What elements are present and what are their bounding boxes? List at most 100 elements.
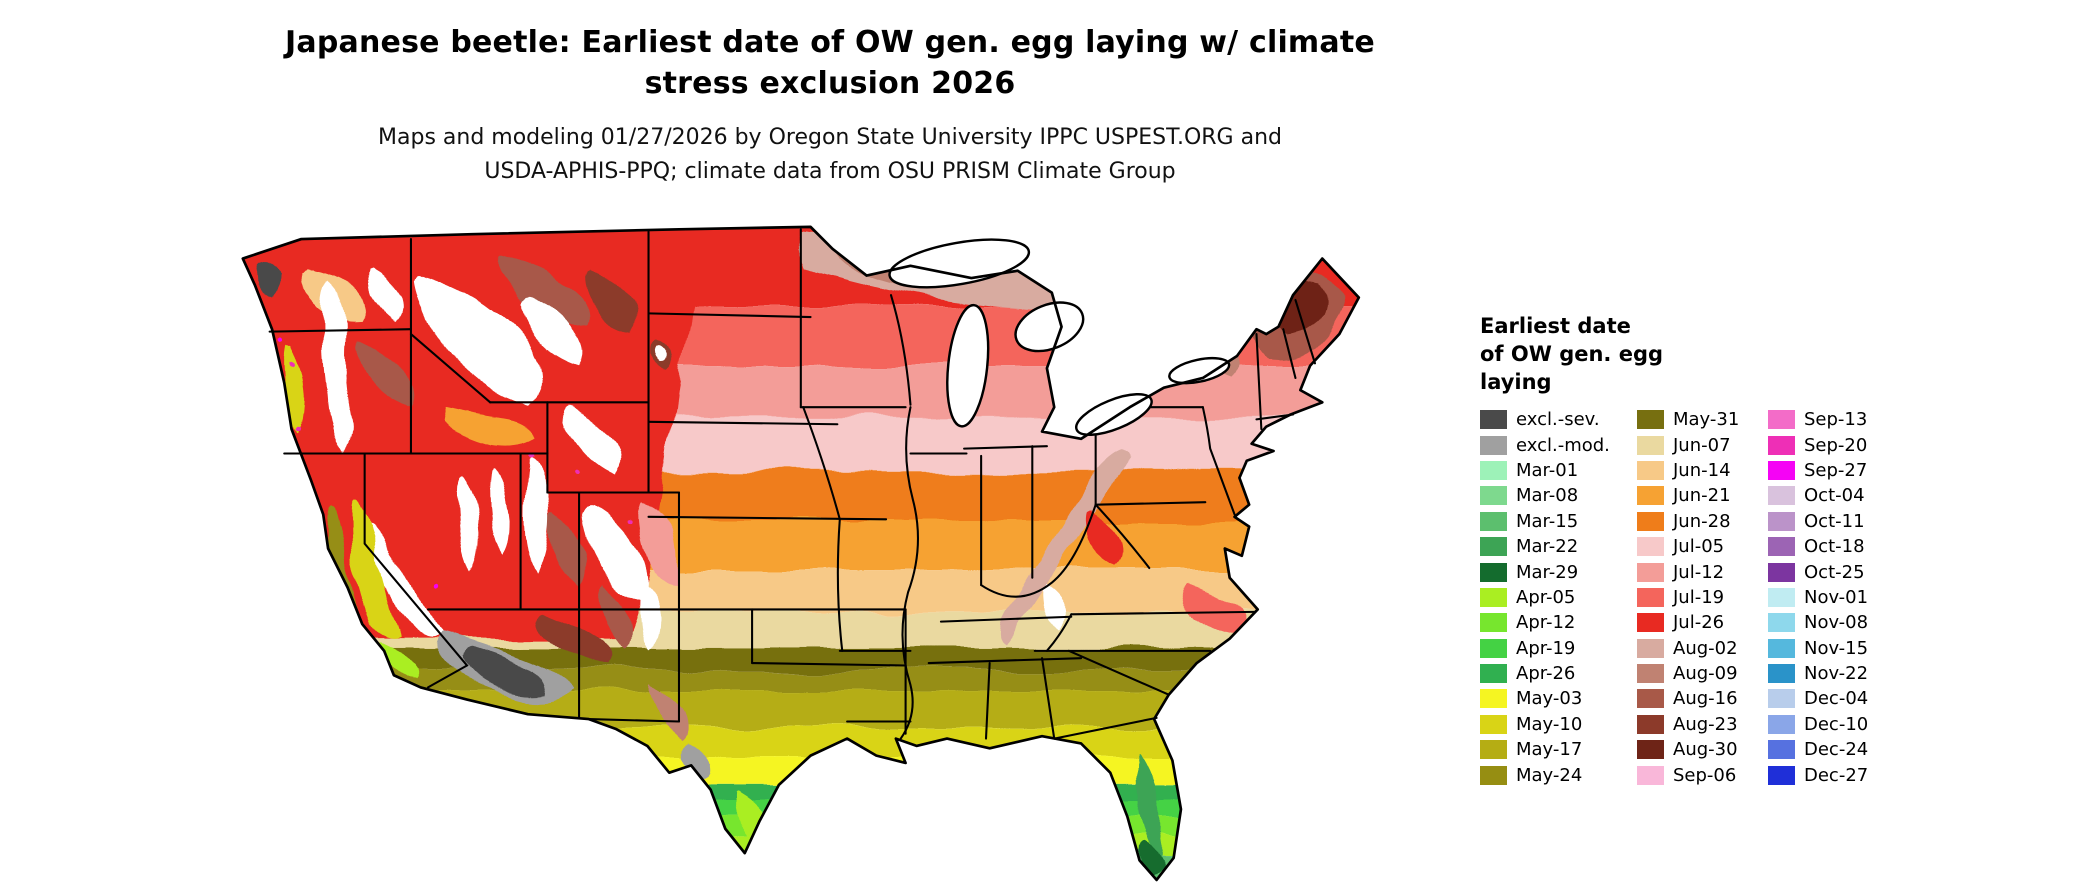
legend-entry-apr-19: Apr-19 [1480,636,1637,661]
legend-entry-label: Jun-14 [1673,459,1731,481]
patch-west-texas-brown [649,683,689,742]
legend-entry-nov-15: Nov-15 [1768,636,1918,661]
legend-entry-oct-04: Oct-04 [1768,483,1918,508]
legend-entry-label: Aug-02 [1673,637,1738,659]
legend-entry-may-31: May-31 [1637,407,1768,432]
legend-color-swatch [1637,460,1664,480]
legend-color-swatch [1768,435,1795,455]
legend-color-swatch [1637,511,1664,531]
legend-entry-sep-13: Sep-13 [1768,407,1918,432]
legend-color-swatch [1768,537,1795,557]
patch-virginia-coast-red [1182,584,1245,636]
legend-entry-sep-27: Sep-27 [1768,458,1918,483]
legend-color-swatch [1480,511,1507,531]
border-nd-sd [647,312,812,319]
patch-arizona-dark-gray [466,648,547,694]
patch-wasatch-white [525,460,551,573]
legend-color-swatch [1768,587,1795,607]
legend-color-swatch [1637,638,1664,658]
patch-eastern-colorado-salmon [638,501,679,583]
legend-entry-jun-14: Jun-14 [1637,458,1768,483]
legend-entry-oct-18: Oct-18 [1768,534,1918,559]
patch-mogollon-brown [536,610,612,668]
legend-entry-label: May-03 [1516,688,1583,710]
legend-color-swatch [1480,740,1507,760]
patch-northern-rockies-white [413,272,543,405]
patch-california-coast [325,509,369,642]
legend-color-swatch [1637,587,1664,607]
border-vt-nh [1282,328,1297,379]
border-ohio-river [980,503,1097,598]
legend-entry-label: Jul-05 [1673,536,1725,558]
legend-entry-dec-04: Dec-04 [1768,686,1918,711]
legend-color-swatch [1768,613,1795,633]
band-apr-12 [242,816,1359,837]
legend-columns: excl.-sev. excl.-mod. Mar-01 Mar-08 Mar-15 Ma… [1480,407,1918,788]
legend-entry-jun-28: Jun-28 [1637,509,1768,534]
legend-color-swatch [1480,410,1507,430]
map-color-bands [242,226,1359,880]
legend-entry-label: Oct-25 [1804,561,1865,583]
patch-nevada-range-white-1 [458,477,481,573]
legend-color-swatch [1637,740,1664,760]
legend-entry-label: Sep-20 [1804,434,1868,456]
legend-entry-label: Dec-10 [1804,713,1869,735]
border-nh-me [1294,298,1316,365]
patch-montana-ranges-white [523,296,584,366]
legend-entry-dec-27: Dec-27 [1768,762,1918,787]
legend-color-swatch [1480,460,1507,480]
legend-entry-mar-15: Mar-15 [1480,509,1637,534]
border-mississippi-river [899,406,920,740]
legend-entry-jul-12: Jul-12 [1637,559,1768,584]
legend-entry-may-10: May-10 [1480,712,1637,737]
legend-entry-aug-23: Aug-23 [1637,712,1768,737]
patch-central-valley [350,500,398,639]
page-title-line-1: Japanese beetle: Earliest date of OW gen… [285,25,1375,60]
band-mar-15 [242,853,1359,880]
legend-entry-label: Sep-13 [1804,409,1868,431]
border-fl-north [1053,716,1158,740]
legend-entry-label: Jul-19 [1673,586,1725,608]
border-mo-west [836,518,844,652]
legend-entry-may-03: May-03 [1480,686,1637,711]
patch-socal-green [374,642,423,681]
legend-entry-apr-12: Apr-12 [1480,610,1637,635]
legend-entry-aug-30: Aug-30 [1637,737,1768,762]
legend-color-swatch [1637,486,1664,506]
legend-color-swatch [1480,537,1507,557]
legend-entry-aug-09: Aug-09 [1637,661,1768,686]
legend-title-line-2: of OW gen. egg [1480,342,1664,366]
border-ms-al [984,662,991,740]
legend-entry-oct-25: Oct-25 [1768,559,1918,584]
legend-entry-label: May-31 [1673,409,1740,431]
legend-color-swatch [1637,410,1664,430]
legend-color-swatch [1768,689,1795,709]
legend-entry-label: excl.-sev. [1516,409,1600,431]
map-fill-layer [242,226,1359,880]
border-ia-west [802,406,841,521]
legend-entry-jul-19: Jul-19 [1637,585,1768,610]
border-mn-wi [889,294,912,406]
border-nj-pa [1201,406,1236,516]
legend-color-swatch [1480,613,1507,633]
legend-entry-label: Aug-16 [1673,688,1738,710]
band-may-03 [242,758,1359,785]
legend-entry-mar-22: Mar-22 [1480,534,1637,559]
legend-color-swatch [1480,435,1507,455]
legend-entry-may-17: May-17 [1480,737,1637,762]
legend-entry-dec-24: Dec-24 [1768,737,1918,762]
legend-entry-nov-08: Nov-08 [1768,610,1918,635]
border-ky-tn [939,615,1073,623]
legend-color-swatch [1637,689,1664,709]
legend-color-swatch [1768,511,1795,531]
legend-entry-label: Mar-15 [1516,510,1579,532]
legend-color-swatch [1768,740,1795,760]
legend-entry-aug-02: Aug-02 [1637,636,1768,661]
legend-entry-label: Nov-08 [1804,612,1869,634]
legend-color-swatch [1637,562,1664,582]
subtitle-line-2: USDA-APHIS-PPQ; climate data from OSU PR… [484,159,1176,184]
speckle [530,455,536,461]
lake-ontario [1168,356,1231,385]
speckle [435,585,441,590]
